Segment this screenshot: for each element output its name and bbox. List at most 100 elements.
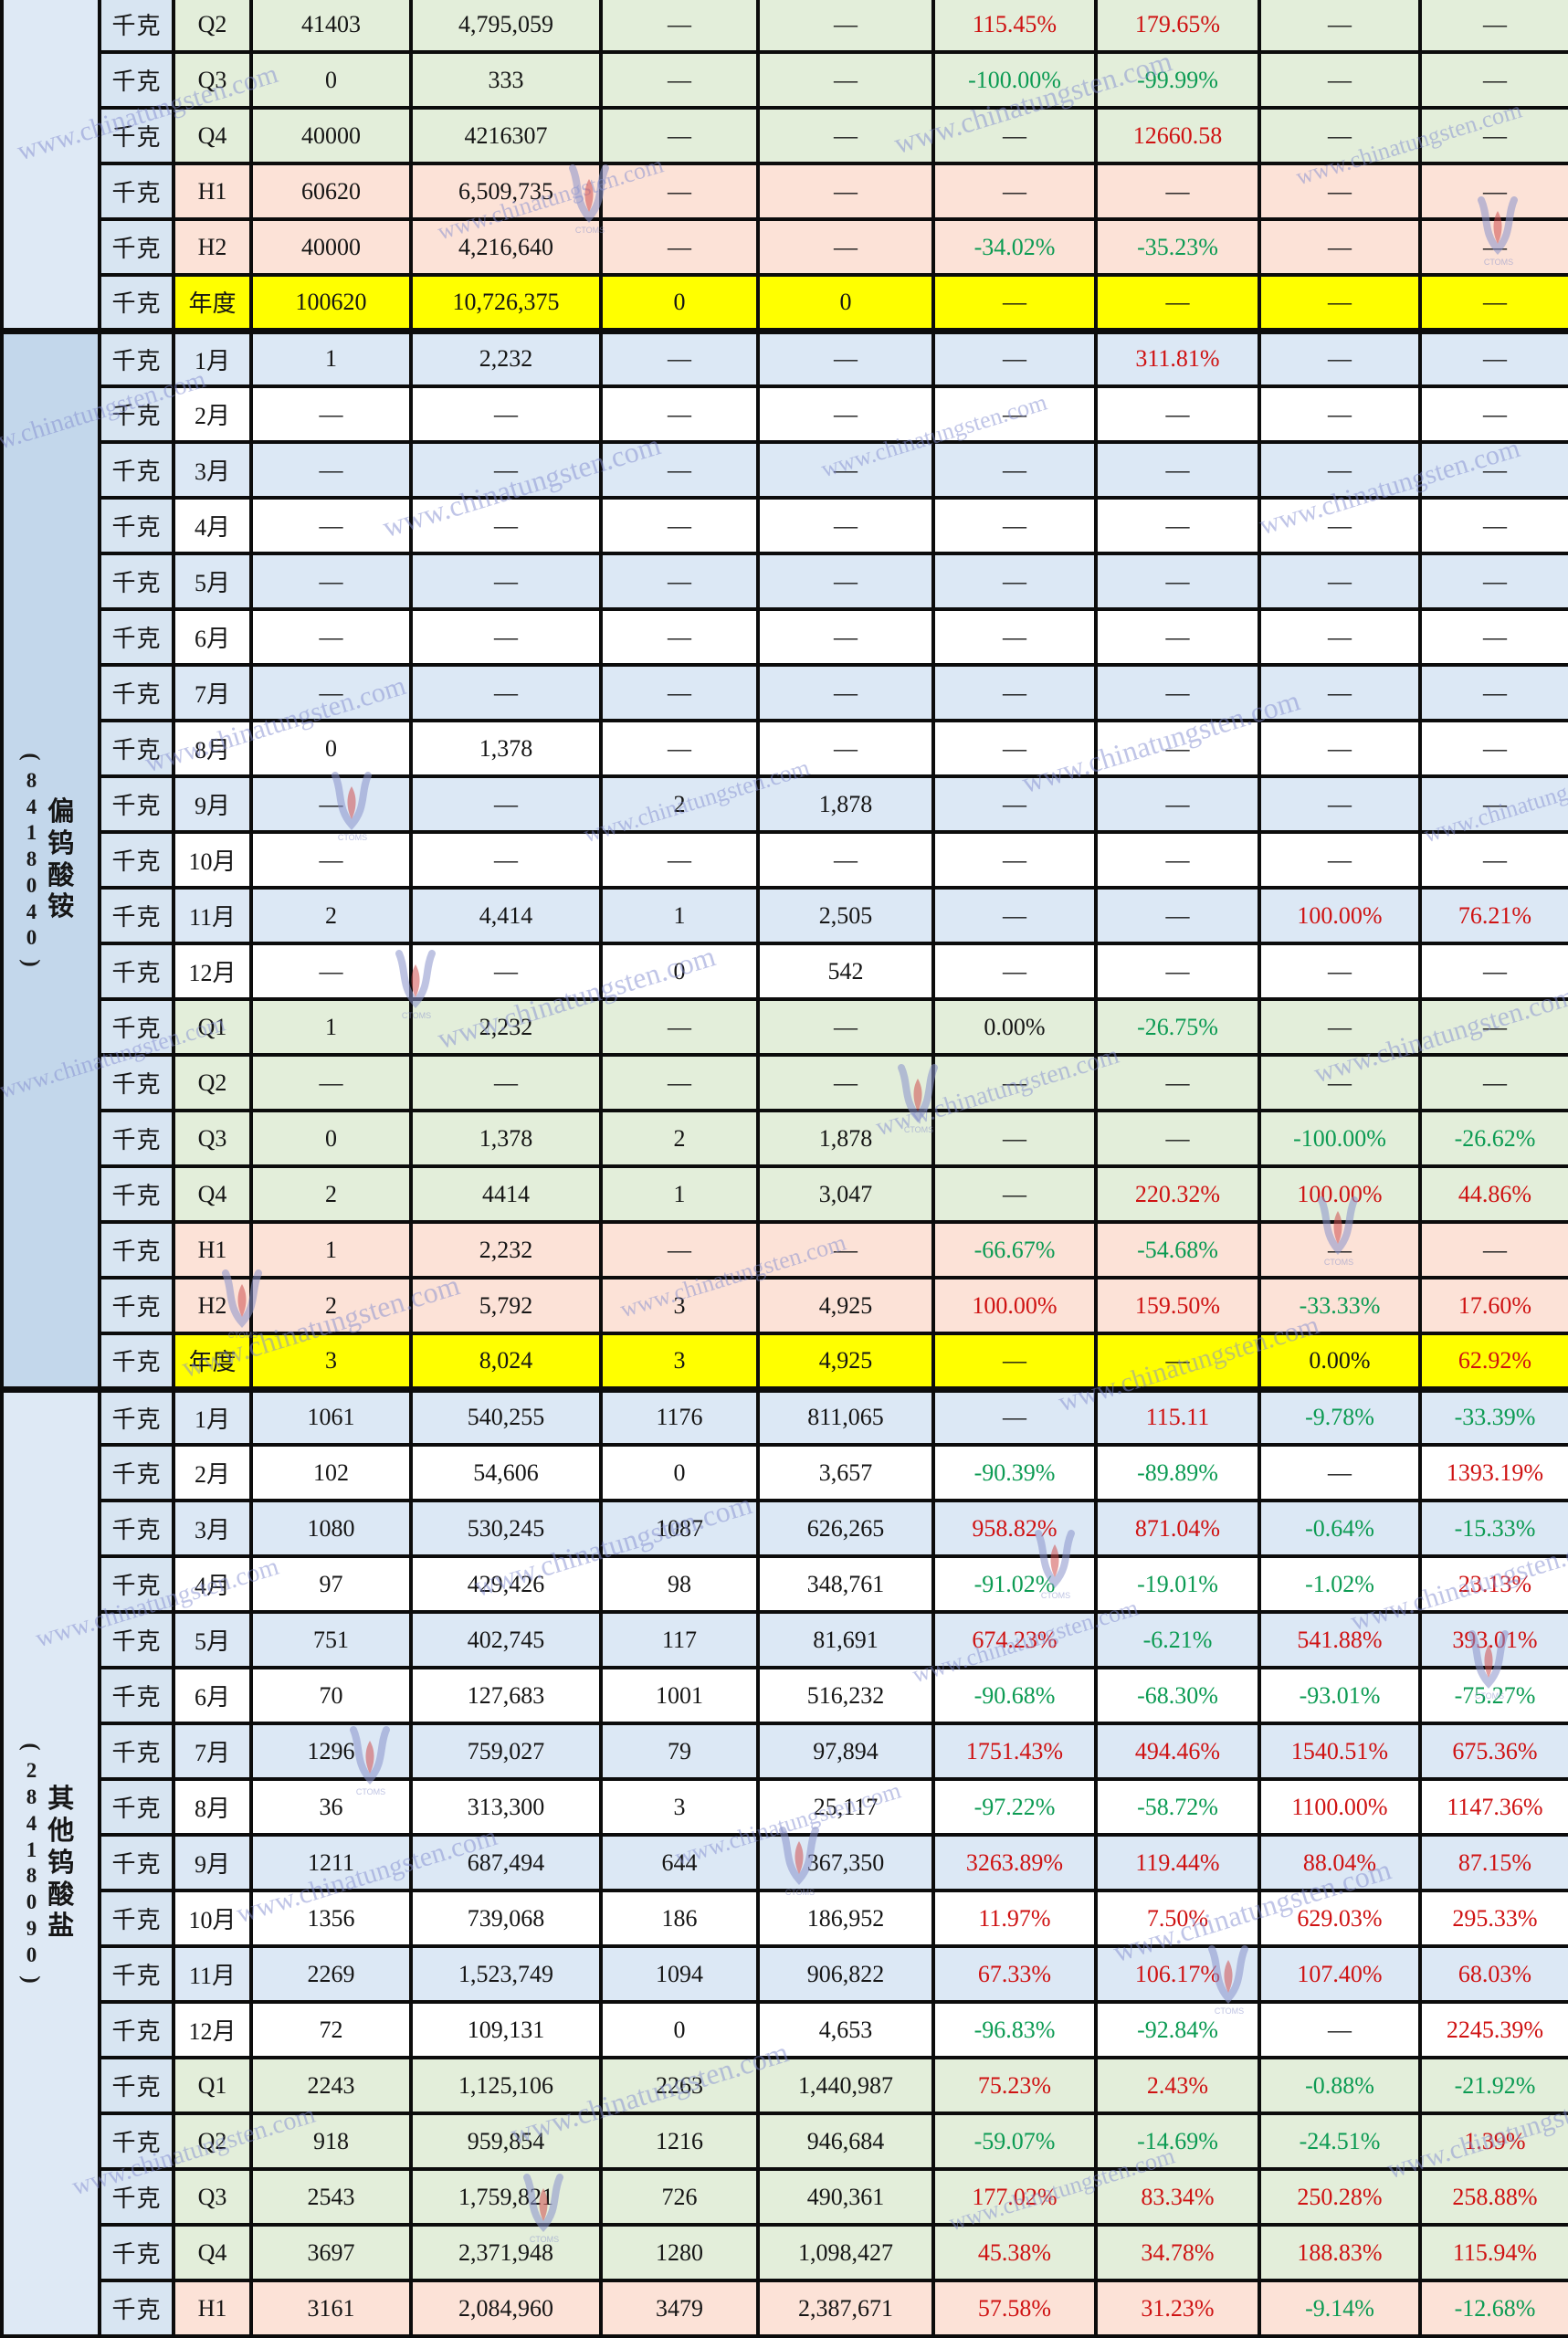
pct-cell: — xyxy=(931,886,1098,945)
pct-cell: -26.75% xyxy=(1094,997,1261,1057)
period-cell: 2月 xyxy=(172,1443,253,1502)
product-code-vertical: (2 8 4 1 8 0 9 0) xyxy=(18,1743,44,1984)
table-row: 千克 7月 1296 759,027 79 97,894 1751.43% 494.46% 15… xyxy=(2,1722,1568,1781)
table-row: 千克 11月 2269 1,523,749 1094 906,822 67.33% 106.1… xyxy=(2,1944,1568,2004)
pct-cell: — xyxy=(1258,440,1422,500)
value-cell: 72 xyxy=(249,2000,413,2059)
unit-cell: 千克 xyxy=(98,106,175,165)
value-cell: 2543 xyxy=(249,2167,413,2227)
pct-cell: — xyxy=(931,1164,1098,1224)
period-cell: 11月 xyxy=(172,886,253,945)
pct-cell: 11.97% xyxy=(931,1889,1098,1948)
value-cell: 429,426 xyxy=(409,1554,603,1614)
product-name-vertical: 其他钨酸盐 xyxy=(47,1785,76,1942)
value-cell: — xyxy=(599,607,760,667)
value-cell: 2,232 xyxy=(409,327,603,388)
value-cell: — xyxy=(599,0,760,54)
value-cell: 4,414 xyxy=(409,886,603,945)
value-cell: — xyxy=(756,217,935,277)
unit-cell: 千克 xyxy=(98,2112,175,2171)
unit-cell: 千克 xyxy=(98,1443,175,1502)
value-cell: — xyxy=(409,663,603,722)
value-cell: 1,878 xyxy=(756,1109,935,1168)
value-cell: — xyxy=(756,327,935,388)
value-cell: 687,494 xyxy=(409,1833,603,1892)
pct-cell: 57.58% xyxy=(931,2279,1098,2338)
value-cell: 3 xyxy=(599,1276,760,1335)
value-cell: — xyxy=(249,440,413,500)
table-row: (2 8 4 1 8 0 9 0) 其他钨酸盐千克 1月 1061 540,255 1176 811,06… xyxy=(0,1385,1568,2338)
pct-cell: — xyxy=(1258,273,1422,332)
value-cell: 5,792 xyxy=(409,1276,603,1335)
unit-cell: 千克 xyxy=(98,496,175,555)
pct-cell: -1.02% xyxy=(1258,1554,1422,1614)
pct-cell: — xyxy=(931,774,1098,834)
period-cell: H1 xyxy=(172,2279,253,2338)
value-cell: 4,925 xyxy=(756,1276,935,1335)
value-cell: — xyxy=(756,719,935,778)
value-cell: 2243 xyxy=(249,2056,413,2115)
unit-cell: 千克 xyxy=(98,719,175,778)
unit-cell: 千克 xyxy=(98,440,175,500)
period-cell: 2月 xyxy=(172,384,253,444)
value-cell: — xyxy=(599,106,760,165)
value-cell: — xyxy=(599,830,760,890)
pct-cell: 106.17% xyxy=(1094,1944,1261,2004)
period-cell: 10月 xyxy=(172,830,253,890)
unit-cell: 千克 xyxy=(98,1053,175,1112)
value-cell: 959,854 xyxy=(409,2112,603,2171)
pct-cell: — xyxy=(1258,1220,1422,1280)
period-cell: Q2 xyxy=(172,1053,253,1112)
pct-cell: -6.21% xyxy=(1094,1610,1261,1669)
value-cell: 946,684 xyxy=(756,2112,935,2171)
value-cell: — xyxy=(249,384,413,444)
value-cell: 333 xyxy=(409,50,603,110)
pct-cell: -89.89% xyxy=(1094,1443,1261,1502)
pct-cell: — xyxy=(1418,384,1568,444)
value-cell: 2,232 xyxy=(409,1220,603,1280)
value-cell: 102 xyxy=(249,1443,413,1502)
pct-cell: 83.34% xyxy=(1094,2167,1261,2227)
value-cell: 2,371,948 xyxy=(409,2223,603,2282)
pct-cell: 68.03% xyxy=(1418,1944,1568,2004)
period-cell: 12月 xyxy=(172,942,253,1001)
unit-cell: 千克 xyxy=(98,273,175,332)
table-row: 千克 8月 0 1,378— — — — — — xyxy=(2,719,1568,778)
value-cell: 3161 xyxy=(249,2279,413,2338)
unit-cell: 千克 xyxy=(98,886,175,945)
pct-cell: 494.46% xyxy=(1094,1722,1261,1781)
pct-cell: — xyxy=(1094,830,1261,890)
table-row: 千克 H1 3161 2,084,960 3479 2,387,671 57.58% 31.2… xyxy=(2,2279,1568,2338)
pct-cell: — xyxy=(1094,663,1261,722)
pct-cell: — xyxy=(1418,552,1568,611)
value-cell: 40000 xyxy=(249,106,413,165)
value-cell: 2269 xyxy=(249,1944,413,2004)
value-cell: 81,691 xyxy=(756,1610,935,1669)
pct-cell: 1.39% xyxy=(1418,2112,1568,2171)
value-cell: — xyxy=(756,1053,935,1112)
value-cell: 516,232 xyxy=(756,1666,935,1725)
unit-cell: 千克 xyxy=(98,162,175,221)
table-row: 千克 Q4 40000 4216307— — —12660.58— — xyxy=(2,106,1568,165)
pct-cell: — xyxy=(1258,2000,1422,2059)
value-cell: 100620 xyxy=(249,273,413,332)
unit-cell: 千克 xyxy=(98,2279,175,2338)
pct-cell: — xyxy=(1258,384,1422,444)
pct-cell: — xyxy=(1094,552,1261,611)
pct-cell: 1147.36% xyxy=(1418,1777,1568,1837)
table-row: 千克 H1 60620 6,509,735— — — — — — xyxy=(2,162,1568,221)
pct-cell: — xyxy=(1258,830,1422,890)
unit-cell: 千克 xyxy=(98,830,175,890)
pct-cell: -59.07% xyxy=(931,2112,1098,2171)
period-cell: 年度 xyxy=(172,1332,253,1391)
pct-cell: — xyxy=(1094,607,1261,667)
table-row: 千克 8月 36 313,300 3 25,117 -97.22% -58.72% 1100.0… xyxy=(2,1777,1568,1837)
period-cell: 8月 xyxy=(172,719,253,778)
value-cell: 0 xyxy=(249,719,413,778)
table-row: 千克 Q3 0 1,378 2 1,878— — -100.00% -26.62% xyxy=(2,1109,1568,1168)
value-cell: 0 xyxy=(249,50,413,110)
pct-cell: 31.23% xyxy=(1094,2279,1261,2338)
pct-cell: — xyxy=(931,552,1098,611)
table-row: 千克 12月 72 109,131 0 4,653 -96.83% -92.84% —2245.… xyxy=(2,2000,1568,2059)
value-cell: 127,683 xyxy=(409,1666,603,1725)
